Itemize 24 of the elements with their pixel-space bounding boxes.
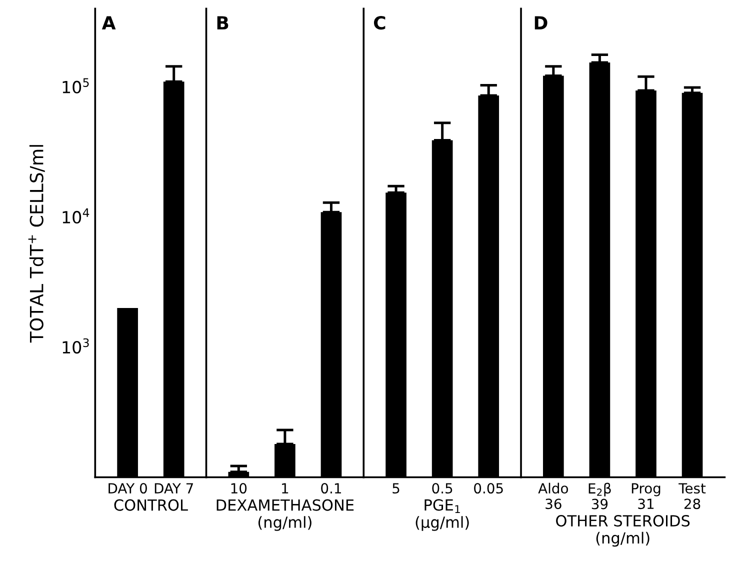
x-tick-label: 1: [282, 483, 288, 494]
x-tick-label: Aldo 36: [538, 482, 568, 510]
x-tick-label: E$_{2}$β 39: [588, 482, 611, 510]
y-tick-label: 10$^{4}$: [62, 208, 90, 224]
x-tick-label: 0.1: [321, 483, 341, 494]
y-tick-label: 10$^{3}$: [62, 338, 89, 354]
x-tick-label: DAY 0: [108, 483, 147, 494]
x-tick-label: 0.05: [474, 483, 503, 494]
y-tick-label: 10$^{5}$: [62, 78, 89, 94]
x-axis-title: OTHER STEROIDS (ng/ml): [556, 515, 690, 547]
chart-title: C: [374, 16, 386, 30]
chart-title: B: [217, 16, 228, 30]
x-tick-label: 10: [231, 483, 247, 494]
x-tick-label: DAY 7: [154, 483, 193, 494]
x-axis-title: DEXAMETHASONE (ng/ml): [216, 499, 354, 531]
y-axis-title: TOTAL TdT$^{+}$ CELLS/ml: [28, 145, 45, 343]
chart-title: A: [102, 16, 116, 30]
chart-title: D: [534, 16, 548, 30]
x-axis-title: CONTROL: [114, 499, 188, 511]
x-tick-label: Test 28: [678, 483, 706, 510]
x-axis-title: PGE$_{1}$ (µg/ml): [416, 499, 469, 531]
x-tick-label: 0.5: [432, 483, 452, 494]
x-tick-label: 5: [392, 483, 400, 494]
x-tick-label: Prog 31: [632, 483, 660, 510]
